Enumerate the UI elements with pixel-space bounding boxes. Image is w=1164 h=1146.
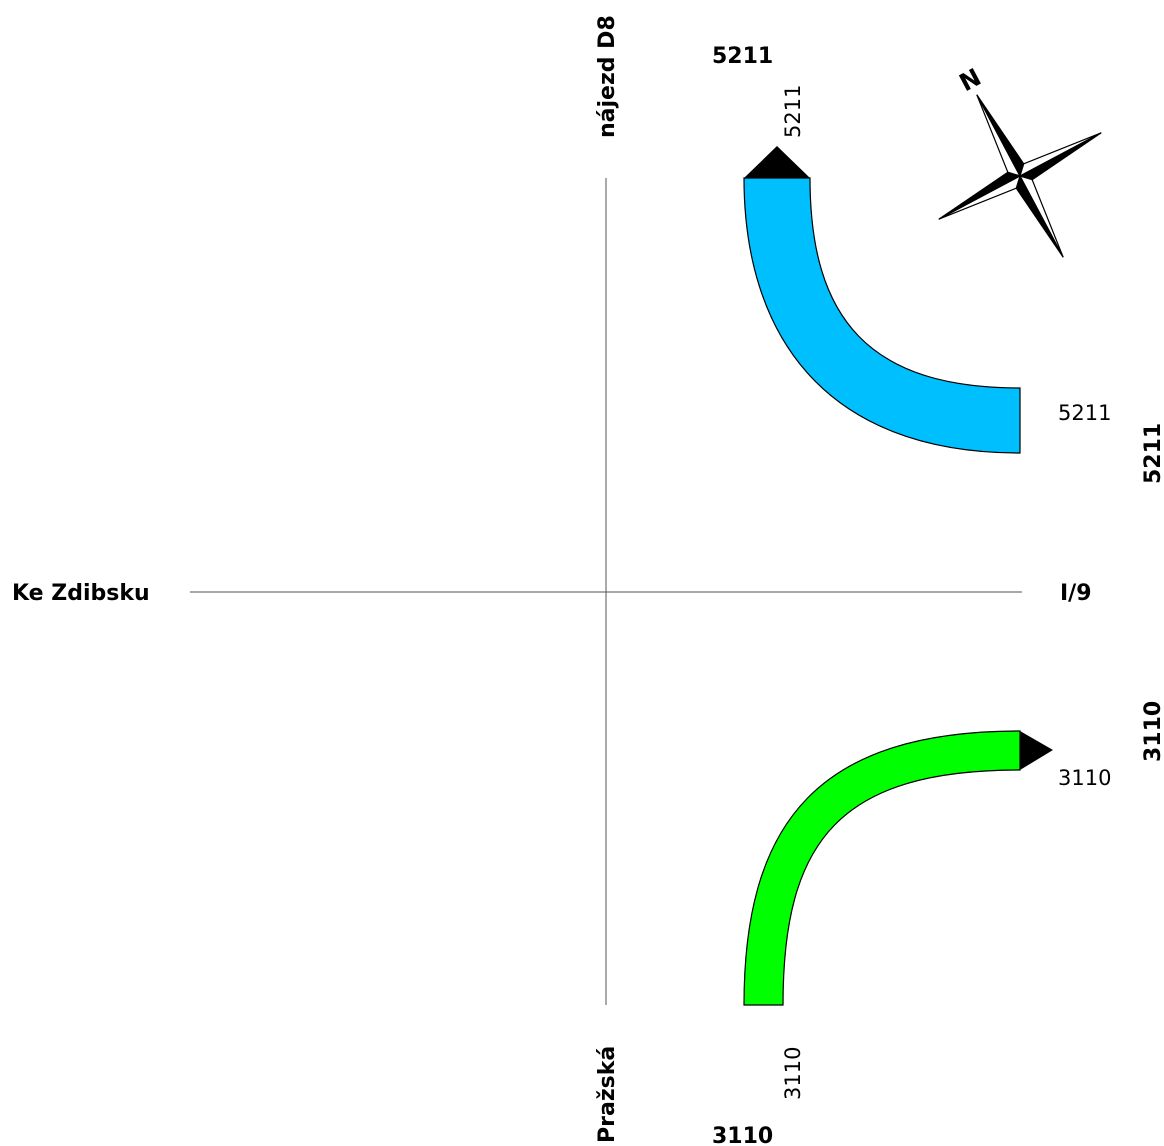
flow-band-south-to-east: [743, 730, 1021, 1006]
total-east-lower: 3110: [1141, 701, 1164, 762]
road-label-south: Pražská: [595, 1046, 620, 1143]
total-south: 3110: [712, 1124, 773, 1146]
flow-label-blue-east: 5211: [1058, 401, 1111, 425]
flow-label-green-south: 3110: [781, 1047, 805, 1100]
compass-north-label: N: [955, 63, 986, 97]
total-east-upper: 5211: [1141, 423, 1164, 484]
total-north: 5211: [712, 44, 773, 69]
road-label-west: Ke Zdibsku: [12, 581, 150, 606]
flow-band-east-to-north: [743, 177, 1021, 454]
flow-label-green-east: 3110: [1058, 766, 1111, 790]
flow-label-blue-north: 5211: [781, 85, 805, 138]
flow-arrowhead-east: [1020, 731, 1053, 770]
road-label-north: nájezd D8: [595, 15, 620, 138]
flow-arrowhead-north: [744, 146, 810, 178]
road-label-east: I/9: [1060, 581, 1092, 606]
compass-rose-icon: N: [938, 63, 1102, 258]
